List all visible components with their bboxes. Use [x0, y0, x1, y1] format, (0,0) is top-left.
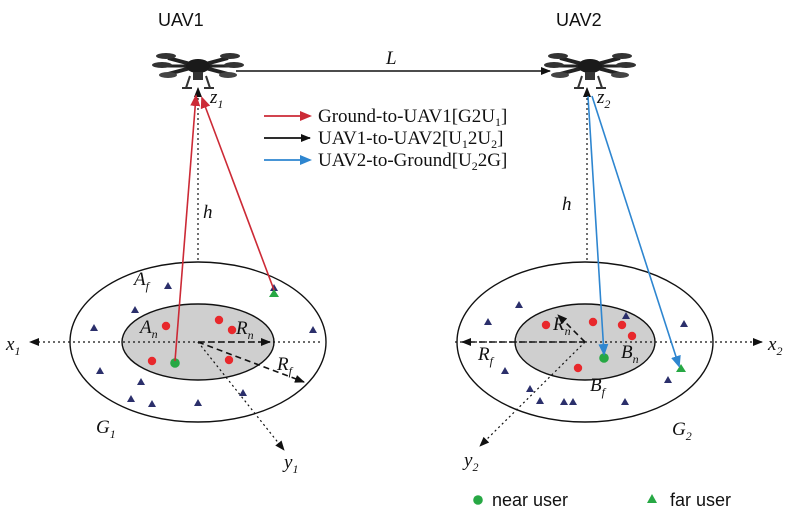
user-triangle: [137, 378, 145, 385]
user-dot: [227, 325, 237, 335]
user-triangle: [536, 397, 544, 404]
legend-u2g-label: UAV2-to-Ground[U22G]: [318, 150, 507, 173]
radius-f-1: [197, 341, 305, 383]
far-user-key-icon: [647, 494, 657, 503]
uav1-label: UAV1: [158, 10, 204, 30]
user-key: near user far user: [473, 490, 731, 510]
far-user-marker: [676, 364, 686, 372]
user-triangle: [526, 385, 534, 392]
area-n-2-label: Bn: [621, 342, 639, 366]
uav2-drone-icon: [542, 51, 638, 90]
user-triangle: [194, 399, 202, 406]
user-dot: [627, 331, 637, 341]
user-triangle: [622, 312, 630, 319]
link-label: L: [385, 48, 397, 69]
user-dot: [573, 363, 583, 373]
user-triangle: [515, 301, 523, 308]
radius-n-1-label: Rn: [235, 318, 254, 342]
user-triangle: [501, 367, 509, 374]
user-triangle: [96, 367, 104, 374]
uav1-z-label: z1: [209, 87, 223, 111]
near-user-key-label: near user: [492, 490, 568, 510]
user-dot: [161, 321, 171, 331]
user-triangle: [90, 324, 98, 331]
far-user-triangles-2: [484, 301, 688, 405]
user-triangle: [569, 398, 577, 405]
ground-region-2: x2 y2 Rn Rf Bn Bf G2: [455, 261, 782, 474]
region-2-label: G2: [672, 419, 692, 443]
user-triangle: [131, 306, 139, 313]
radius-f-1-label: Rf: [276, 354, 294, 378]
legend-u2u-label: UAV1-to-UAV2[U12U2]: [318, 128, 503, 151]
uav1-drone-icon: [150, 51, 246, 90]
link-legend: Ground-to-UAV1[G2U1] UAV1-to-UAV2[U12U2]…: [264, 106, 507, 173]
y1-axis-label: y1: [282, 452, 298, 476]
user-triangle: [680, 320, 688, 327]
legend-g2u-label: Ground-to-UAV1[G2U1]: [318, 106, 507, 129]
radius-n-2-label: Rn: [552, 314, 571, 338]
uav1-height-label: h: [203, 202, 213, 223]
far-user-marker: [269, 289, 279, 297]
user-triangle: [239, 389, 247, 396]
area-n-1-label: An: [138, 317, 158, 341]
user-triangle: [309, 326, 317, 333]
region-1-label: G1: [96, 417, 116, 441]
user-triangle: [164, 282, 172, 289]
user-dot: [147, 356, 157, 366]
radius-f-2-label: Rf: [477, 344, 495, 368]
uav2-label: UAV2: [556, 10, 602, 30]
x2-axis-label: x2: [767, 334, 782, 358]
near-user-key-icon: [473, 495, 483, 505]
area-f-2-label: Bf: [590, 375, 607, 399]
user-triangle: [621, 398, 629, 405]
user-triangle: [270, 284, 278, 291]
user-triangle: [148, 400, 156, 407]
y1-axis: [197, 341, 285, 451]
uav2-height-label: h: [562, 194, 572, 215]
user-dot: [588, 317, 598, 327]
u2g-link-near: [587, 95, 609, 356]
y2-axis-label: y2: [462, 450, 478, 474]
user-triangle: [127, 395, 135, 402]
near-user-marker: [599, 353, 609, 363]
g2u-link-far: [200, 96, 275, 291]
user-triangle: [664, 376, 672, 383]
user-dot: [541, 320, 551, 330]
radius-n-2: [557, 314, 586, 343]
u2g-link-far: [591, 95, 681, 368]
far-user-triangles-1: [90, 282, 317, 407]
user-triangle: [484, 318, 492, 325]
uav2-z-label: z2: [596, 87, 610, 111]
user-dot: [224, 355, 234, 365]
user-dot: [214, 315, 224, 325]
near-user-marker: [170, 358, 180, 368]
g2u-link-near: [174, 94, 201, 362]
user-triangle: [560, 398, 568, 405]
far-user-key-label: far user: [670, 490, 731, 510]
ground-region-1: x1 y1 Rn Rf Af An G1: [5, 261, 327, 476]
x1-axis-label: x1: [5, 334, 20, 358]
user-dot: [617, 320, 627, 330]
area-f-1-label: Af: [132, 269, 151, 293]
